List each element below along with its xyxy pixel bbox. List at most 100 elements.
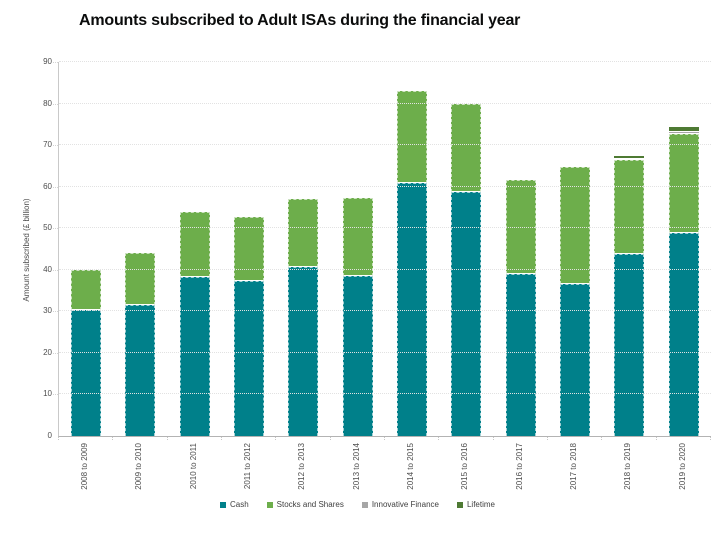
- gridline: [59, 61, 711, 62]
- bar-segment-stocks-and-shares: [614, 160, 645, 254]
- bar-segment-stocks-and-shares: [179, 212, 210, 278]
- x-label-slot: 2019 to 2020: [656, 443, 710, 503]
- x-label-slot: 2015 to 2016: [438, 443, 492, 503]
- bar-2008-to-2009: [71, 270, 102, 436]
- bar-segment-stocks-and-shares: [668, 134, 699, 234]
- y-tick-mark: [53, 103, 58, 105]
- bar-segment-cash: [234, 281, 265, 436]
- x-tick-label: 2011 to 2012: [243, 443, 253, 490]
- y-tick-mark: [53, 186, 58, 188]
- bar-2017-to-2018: [560, 165, 591, 436]
- gridline: [59, 393, 711, 395]
- bar-slot: [168, 62, 222, 436]
- bar-2011-to-2012: [234, 217, 265, 436]
- x-label-slot: 2009 to 2010: [112, 443, 166, 503]
- x-tick-mark: [58, 437, 59, 440]
- bar-segment-stocks-and-shares: [342, 198, 373, 277]
- x-label-slot: 2018 to 2019: [601, 443, 655, 503]
- bar-segment-cash: [179, 277, 210, 436]
- bar-slot: [276, 62, 330, 436]
- bar-slot: [59, 62, 113, 436]
- x-label-slot: 2013 to 2014: [330, 443, 384, 503]
- x-label-slot: 2010 to 2011: [167, 443, 221, 503]
- x-tick-label: 2018 to 2019: [623, 443, 633, 490]
- bar-2016-to-2017: [505, 180, 536, 436]
- y-tick-label: 20: [43, 347, 52, 357]
- gridline: [59, 351, 711, 353]
- bar-2010-to-2011: [179, 212, 210, 436]
- bar-2018-to-2019: [614, 156, 645, 436]
- x-tick-mark: [112, 437, 114, 440]
- bar-segment-innovative-finance: [614, 158, 645, 161]
- legend-label: Cash: [229, 500, 249, 509]
- y-tick-label: 80: [43, 98, 52, 108]
- y-tick-label: 90: [43, 57, 52, 66]
- bar-segment-cash: [342, 276, 373, 436]
- bar-segment-stocks-and-shares: [451, 104, 482, 193]
- bar-2013-to-2014: [342, 198, 373, 436]
- bar-slot: [331, 62, 385, 436]
- bar-segment-innovative-finance: [668, 132, 699, 135]
- bar-segment-lifetime: [614, 156, 645, 159]
- y-tick-mark: [53, 62, 58, 63]
- legend-label: Stocks and Shares: [276, 500, 344, 509]
- plot-area: [58, 61, 711, 437]
- x-tick-mark: [710, 437, 711, 440]
- bar-segment-cash: [71, 309, 102, 436]
- legend-label: Innovative Finance: [371, 500, 439, 509]
- bar-segment-stocks-and-shares: [71, 270, 102, 310]
- x-tick-label: 2015 to 2016: [460, 443, 470, 490]
- y-tick-mark: [53, 352, 58, 354]
- legend-label: Lifetime: [466, 500, 495, 509]
- bar-segment-cash: [451, 192, 482, 436]
- y-axis-title: Amount subscribed (£ billion): [22, 198, 31, 302]
- legend-item-lifetime: Lifetime: [456, 500, 495, 510]
- gridline: [59, 185, 711, 187]
- bar-segment-stocks-and-shares: [560, 167, 591, 285]
- x-label-slot: 2008 to 2009: [58, 443, 112, 503]
- gridline: [59, 310, 711, 312]
- x-tick-label: 2019 to 2020: [677, 443, 687, 490]
- bar-segment-cash: [560, 284, 591, 436]
- legend-swatch-cash: [219, 502, 226, 508]
- bar-slot: [548, 62, 602, 436]
- bar-segment-cash: [505, 273, 536, 436]
- bar-slot: [222, 62, 276, 436]
- x-tick-label: 2008 to 2009: [80, 443, 90, 490]
- legend-item-cash: Cash: [219, 500, 249, 510]
- legend-swatch-lifetime: [456, 502, 463, 508]
- x-tick-label: 2014 to 2015: [406, 443, 416, 490]
- bar-slot: [657, 62, 711, 436]
- x-tick-mark: [275, 437, 277, 440]
- bar-2015-to-2016: [451, 104, 482, 436]
- x-tick-mark: [384, 437, 385, 440]
- x-label-slot: 2017 to 2018: [547, 443, 601, 503]
- gridline: [59, 268, 711, 270]
- bar-2019-to-2020: [668, 126, 699, 436]
- x-label-slot: 2016 to 2017: [493, 443, 547, 503]
- bar-slot: [439, 62, 493, 436]
- gridline: [59, 144, 711, 146]
- bar-2009-to-2010: [125, 253, 156, 436]
- bar-segment-stocks-and-shares: [125, 253, 156, 306]
- x-axis-ticks: [58, 437, 711, 441]
- x-tick-label: 2010 to 2011: [188, 443, 198, 490]
- legend: Cash Stocks and Shares Innovative Finance L…: [0, 500, 715, 510]
- x-axis-labels: 2008 to 2009 2009 to 2010 2010 to 2011 2011…: [58, 443, 710, 503]
- y-tick-mark: [53, 311, 58, 313]
- x-tick-label: 2016 to 2017: [514, 443, 524, 490]
- bar-segment-cash: [125, 305, 156, 436]
- y-tick-mark: [53, 394, 58, 396]
- bar-slot: [602, 62, 656, 436]
- bars-container: [59, 62, 711, 436]
- bar-segment-cash: [288, 267, 319, 436]
- bar-slot: [113, 62, 167, 436]
- x-tick-label: 2013 to 2014: [351, 443, 361, 490]
- bar-segment-cash: [668, 233, 699, 436]
- y-tick-label: 60: [43, 181, 52, 191]
- bar-segment-innovative-finance: [560, 165, 591, 168]
- x-tick-label: 2009 to 2010: [134, 443, 144, 490]
- x-tick-label: 2012 to 2013: [297, 443, 307, 490]
- bar-2012-to-2013: [288, 198, 319, 436]
- x-tick-mark: [221, 437, 222, 440]
